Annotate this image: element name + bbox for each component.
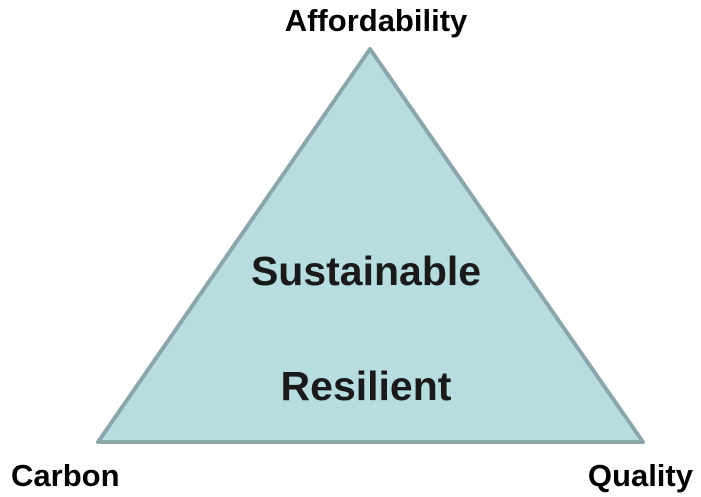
- center-label: Resilient: [281, 363, 452, 409]
- vertex-label: Carbon: [11, 458, 120, 493]
- triangle: [96, 47, 645, 444]
- vertex-label: Affordability: [285, 3, 468, 38]
- vertex-label: Quality: [588, 458, 694, 493]
- center-label: Sustainable: [251, 248, 481, 294]
